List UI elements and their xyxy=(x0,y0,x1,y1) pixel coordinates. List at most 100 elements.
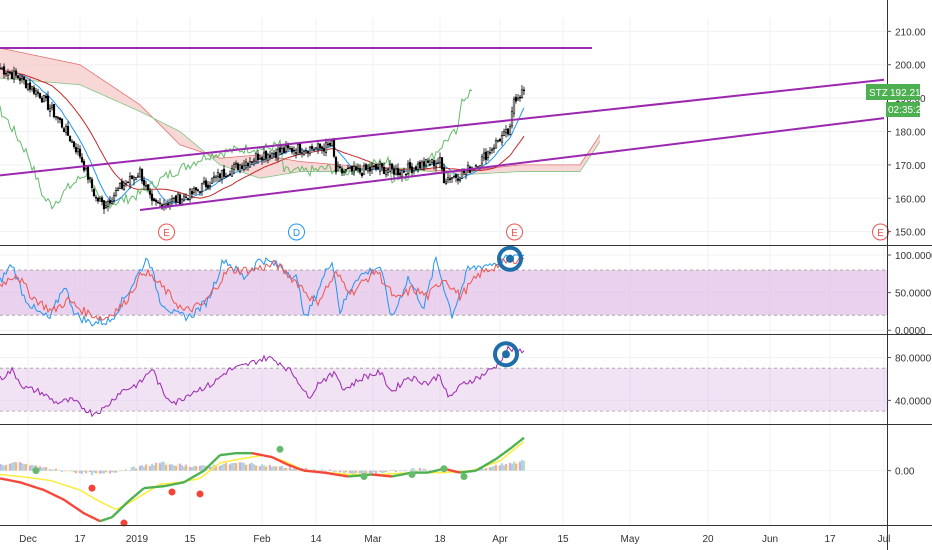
macd-hist-bar xyxy=(187,466,189,471)
event-marker[interactable]: E xyxy=(872,223,889,241)
macd-line-segment xyxy=(495,456,499,460)
macd-hist-bar xyxy=(365,470,367,475)
macd-line-segment xyxy=(197,471,201,476)
macd-hist-bar xyxy=(199,465,201,471)
candle-body xyxy=(350,166,354,172)
macd-line-segment xyxy=(207,463,211,468)
candle-body xyxy=(402,171,406,173)
macd-hist-bar xyxy=(223,464,225,471)
candle-body xyxy=(518,96,522,99)
macd-hist-bar xyxy=(171,464,173,471)
candle-body xyxy=(404,173,408,176)
macd-hist-bar xyxy=(47,468,49,471)
macd-line-segment xyxy=(105,517,109,521)
macd-hist-bar xyxy=(143,466,145,471)
macd-line-segment xyxy=(301,468,305,472)
macd-line-segment xyxy=(81,511,85,515)
candle-body xyxy=(264,150,268,159)
candle-body xyxy=(62,128,66,132)
candle-body xyxy=(20,76,24,79)
stoch-band xyxy=(0,270,887,316)
macd-hist-bar xyxy=(1,464,3,471)
candle-body xyxy=(200,183,204,192)
candle-body xyxy=(16,75,20,79)
macd-hist-bar xyxy=(201,465,203,471)
macd-line-segment xyxy=(275,457,279,462)
macd-hist-bar xyxy=(379,470,381,472)
macd-hist-bar xyxy=(95,470,97,474)
x-tick-label: May xyxy=(621,534,640,545)
x-tick-label: Feb xyxy=(253,534,271,545)
trendline[interactable] xyxy=(0,78,885,177)
macd-line-segment xyxy=(47,490,51,495)
event-marker[interactable]: E xyxy=(158,223,175,241)
trendline[interactable] xyxy=(139,117,885,211)
candle-body xyxy=(182,195,186,201)
lagging-span xyxy=(0,89,473,211)
macd-line-segment xyxy=(209,462,213,466)
macd-hist-bar xyxy=(67,470,69,473)
macd-hist-bar xyxy=(413,468,415,471)
macd-hist-bar xyxy=(147,464,149,471)
macd-hist-bar xyxy=(0,464,1,471)
macd-hist-bar xyxy=(157,463,159,471)
macd-hist-bar xyxy=(63,470,65,472)
rsi-highlight-marker xyxy=(493,341,519,368)
event-circle xyxy=(506,223,523,241)
macd-line-segment xyxy=(141,487,145,491)
x-tick-label: 15 xyxy=(184,534,196,545)
macd-hist-bar xyxy=(261,464,263,471)
macd-line-segment xyxy=(499,453,503,458)
candle-body xyxy=(196,189,200,191)
macd-hist-bar xyxy=(115,470,117,473)
macd-hist-bar xyxy=(21,463,23,471)
macd-hist-bar xyxy=(375,470,377,474)
event-marker[interactable]: E xyxy=(506,223,523,241)
macd-hist-bar xyxy=(305,467,307,471)
macd-cross-dot xyxy=(460,472,468,480)
candle-body xyxy=(326,143,330,146)
candle-body xyxy=(40,97,44,103)
macd-line-segment xyxy=(217,454,221,458)
macd-line-segment xyxy=(195,473,199,477)
macd-hist-bar xyxy=(151,463,153,471)
macd-line-segment xyxy=(107,516,111,520)
macd-hist-bar xyxy=(411,468,413,471)
candle-body xyxy=(94,196,98,199)
macd-line-segment xyxy=(27,483,31,487)
candle-body xyxy=(150,193,154,201)
trendlines[interactable] xyxy=(0,47,885,211)
macd-line-segment xyxy=(513,443,517,447)
macd-line-segment xyxy=(139,488,143,493)
candle-body xyxy=(220,170,224,180)
macd-line-segment xyxy=(117,508,121,513)
candle-body xyxy=(18,78,22,81)
macd-hist-bar xyxy=(185,464,187,471)
candle-body xyxy=(36,91,40,94)
macd-line-segment xyxy=(203,467,207,472)
candle-body xyxy=(140,168,144,182)
event-label: D xyxy=(293,228,300,239)
macd-hist-bar xyxy=(483,469,485,471)
macd-hist-bar xyxy=(125,469,127,471)
rsi-band xyxy=(0,368,887,412)
macd-line-segment xyxy=(59,496,63,500)
macd-hist-bar xyxy=(293,468,295,471)
macd-hist-bar xyxy=(427,470,429,471)
macd-line-segment xyxy=(185,478,189,483)
macd-hist-bar xyxy=(75,470,77,474)
macd-hist-bar xyxy=(317,470,319,471)
candle-body xyxy=(504,129,508,133)
event-marker[interactable]: D xyxy=(288,223,305,241)
candle-body xyxy=(48,108,52,112)
macd-hist-bar xyxy=(45,466,47,471)
macd-hist-bar xyxy=(417,468,419,471)
event-circle xyxy=(158,223,175,241)
x-tick-label: Jul xyxy=(878,534,891,545)
candle-body xyxy=(336,166,340,171)
candle-body xyxy=(64,126,68,133)
macd-hist-bar xyxy=(27,463,29,471)
